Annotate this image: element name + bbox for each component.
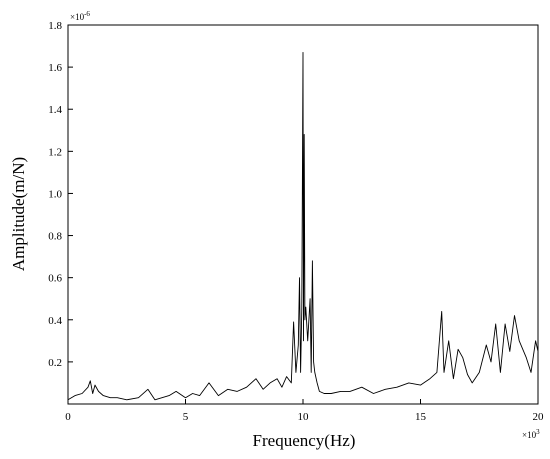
- x-tick-label: 5: [183, 411, 189, 423]
- y-axis-ticks: 0.2 0.4 0.6 0.8 1.0 1.2 1.4 1.6 1.8: [48, 20, 73, 369]
- y-tick-label: 0.4: [48, 315, 62, 327]
- y-tick-label: 1.8: [48, 20, 62, 32]
- y-tick-label: 0.2: [48, 357, 62, 369]
- x-multiplier-label: ×103: [522, 428, 540, 440]
- y-tick-label: 0.8: [48, 231, 62, 243]
- plot-frame: [67, 24, 539, 405]
- x-axis-ticks: 0 5 10 15 20: [65, 399, 544, 423]
- x-tick-label: 10: [298, 411, 310, 423]
- y-tick-label: 1.4: [48, 104, 62, 116]
- y-axis-label: Amplitude(m/N): [9, 157, 28, 271]
- amplitude-series-line: [67, 51, 539, 401]
- y-tick-label: 0.6: [48, 273, 62, 285]
- y-tick-label: 1.6: [48, 62, 62, 74]
- y-multiplier-label: ×10-6: [70, 10, 90, 22]
- y-tick-label: 1.0: [48, 188, 62, 200]
- x-tick-label: 0: [65, 411, 71, 423]
- x-axis-label: Frequency(Hz): [253, 431, 356, 450]
- x-tick-label: 20: [533, 411, 545, 423]
- y-tick-label: 1.2: [48, 146, 62, 158]
- x-tick-label: 15: [415, 411, 427, 423]
